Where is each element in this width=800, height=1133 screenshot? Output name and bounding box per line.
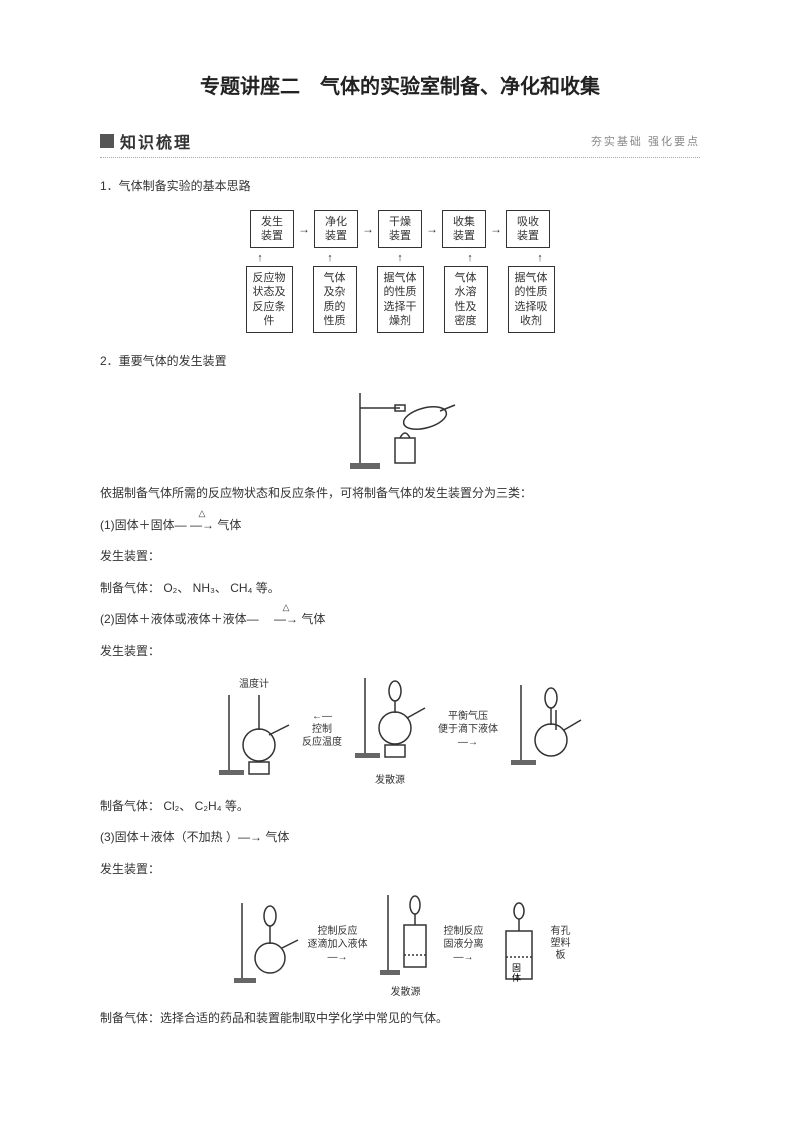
- arrow-up-icon: ↑: [257, 252, 263, 264]
- flow-box: 净化装置: [314, 210, 358, 249]
- type2-title: (2)固体＋液体或液体＋液体— —→ 气体: [100, 609, 700, 631]
- apparatus-label: 发生装置：: [100, 546, 700, 568]
- arrow-right-icon: →: [298, 222, 310, 236]
- section-header: 知识梳理 夯实基础 强化要点: [100, 129, 700, 158]
- arrow-up-icon: ↑: [467, 252, 473, 264]
- arrow-right-icon: →: [426, 222, 438, 236]
- flow-bottom-row: 反应物状态及反应条件 气体及杂质的性质 据气体的性质选择干燥剂 气体水溶性及密度…: [246, 266, 555, 333]
- arrow-up-icon: ↑: [397, 252, 403, 264]
- flow-top-row: 发生装置 → 净化装置 → 干燥装置 → 收集装置 → 吸收装置: [250, 210, 550, 249]
- type1-title: (1)固体＋固体— —→ 气体: [100, 515, 700, 537]
- apparatus-left: 温度计: [214, 675, 294, 783]
- arrow-annotation: 控制反应固液分离 —→: [444, 925, 484, 964]
- final-line: 制备气体：选择合适的药品和装置能制取中学化学中常见的气体。: [100, 1008, 700, 1030]
- flow-box: 收集装置: [442, 210, 486, 249]
- type2-apparatus-row: 温度计 ←— 控制反应温度 发散源 平衡气压便于滴下液体 —→: [100, 673, 700, 786]
- arrow-right-icon: →: [490, 222, 502, 236]
- apparatus-label: 发生装置：: [100, 641, 700, 663]
- type1-suffix: 气体: [217, 518, 241, 532]
- apparatus-center: 发散源: [350, 673, 430, 786]
- svg-text:体: 体: [512, 972, 521, 983]
- item1-heading: 1．气体制备实验的基本思路: [100, 176, 700, 198]
- thermometer-label: 温度计: [214, 675, 294, 690]
- item2-heading: 2．重要气体的发生装置: [100, 351, 700, 373]
- apparatus-right: 固 体 有孔塑料板: [492, 899, 571, 989]
- source-label: 发散源: [350, 771, 430, 786]
- arrow-right-icon: →: [362, 222, 374, 236]
- solid-label: 固: [512, 963, 521, 973]
- flow-box: 吸收装置: [506, 210, 550, 249]
- apparatus-center: 发散源: [376, 890, 436, 998]
- flow-box: 反应物状态及反应条件: [246, 266, 293, 333]
- type2-gases: 制备气体： Cl₂、 C₂H₄ 等。: [100, 796, 700, 818]
- flow-box: 气体水溶性及密度: [444, 266, 488, 333]
- source-label: 发散源: [376, 983, 436, 998]
- separate-label: 控制反应固液分离: [444, 925, 484, 951]
- item2-intro: 依据制备气体所需的反应物状态和反应条件，可将制备气体的发生装置分为三类：: [100, 483, 700, 505]
- flow-box: 据气体的性质选择干燥剂: [377, 266, 424, 333]
- balance-pressure-label: 平衡气压便于滴下液体: [438, 710, 498, 736]
- apparatus-label: 发生装置：: [100, 859, 700, 881]
- type3-title: (3)固体＋液体（不加热 ）—→ 气体: [100, 827, 700, 849]
- type3-apparatus-row: 控制反应逐滴加入液体 —→ 发散源 控制反应固液分离 —→ 固 体 有孔塑料板: [100, 890, 700, 998]
- arrow-up-icon: ↑: [537, 252, 543, 264]
- page-title: 专题讲座二 气体的实验室制备、净化和收集: [100, 70, 700, 99]
- control-temp-label: 控制反应温度: [302, 723, 342, 749]
- flow-diagram: 发生装置 → 净化装置 → 干燥装置 → 收集装置 → 吸收装置 ↑ ↑ ↑ ↑…: [100, 210, 700, 334]
- type1-prefix: (1)固体＋固体—: [100, 518, 187, 532]
- solid-heating-apparatus: [100, 383, 700, 473]
- type1-gases: 制备气体： O₂、 NH₃、 CH₄ 等。: [100, 578, 700, 600]
- arrow-right-annotation: 平衡气压便于滴下液体 —→: [438, 710, 498, 749]
- type2-suffix: 气体: [301, 612, 325, 626]
- delta-symbol: —→: [190, 515, 214, 537]
- flow-box: 气体及杂质的性质: [313, 266, 357, 333]
- section-heading: 知识梳理: [120, 129, 192, 153]
- plate-label: 有孔塑料板: [551, 926, 571, 962]
- section-subtitle: 夯实基础 强化要点: [591, 133, 700, 149]
- apparatus-left: [230, 898, 300, 991]
- flow-box: 干燥装置: [378, 210, 422, 249]
- arrow-annotation: 控制反应逐滴加入液体 —→: [308, 925, 368, 964]
- flow-box: 发生装置: [250, 210, 294, 249]
- flow-box: 据气体的性质选择吸收剂: [508, 266, 555, 333]
- delta-symbol: —→: [274, 609, 298, 631]
- section-marker-icon: [100, 134, 114, 148]
- flow-arrow-row: ↑ ↑ ↑ ↑ ↑: [235, 250, 565, 266]
- arrow-left-annotation: ←— 控制反应温度: [302, 710, 342, 749]
- drop-liquid-label: 控制反应逐滴加入液体: [308, 925, 368, 951]
- apparatus-right: [506, 680, 586, 778]
- arrow-up-icon: ↑: [327, 252, 333, 264]
- type2-prefix: (2)固体＋液体或液体＋液体—: [100, 612, 271, 626]
